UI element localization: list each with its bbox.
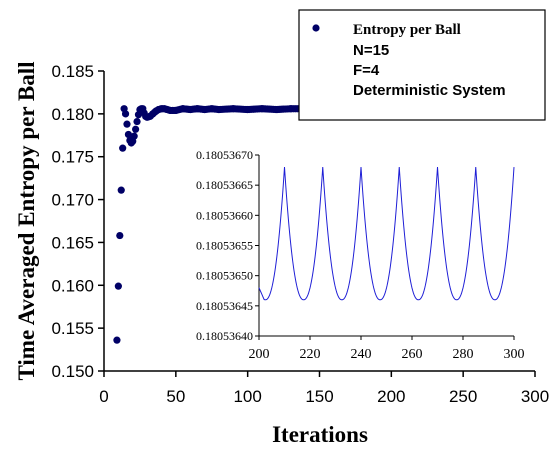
main-data-point [119, 144, 127, 152]
main-y-tick-label: 0.180 [51, 105, 94, 124]
inset-series-line [258, 167, 515, 301]
legend-line-system: Deterministic System [353, 82, 506, 99]
main-y-tick-label: 0.185 [51, 62, 94, 81]
main-data-point [130, 132, 138, 140]
main-data-point [133, 117, 141, 126]
main-data-point [124, 130, 133, 139]
main-data-point [132, 125, 140, 133]
inset-y-ticks: 0.18053640 0.18053645 0.18053650 0.18053655… [196, 148, 259, 343]
legend-marker [312, 24, 320, 32]
inset-y-tick-label: 0.18053645 [196, 299, 253, 313]
main-x-axis-label: Iterations [272, 422, 368, 447]
main-y-axis-label: Time Averaged Entropy per Ball [14, 61, 39, 380]
main-y-tick-label: 0.160 [51, 276, 94, 295]
legend-entry-label: Entropy per Ball [353, 22, 461, 38]
main-data-point [114, 282, 122, 290]
inset-y-tick-label: 0.18053640 [196, 329, 253, 343]
inset-y-tick-label: 0.18053665 [196, 178, 253, 192]
main-y-tick-label: 0.165 [51, 233, 94, 252]
inset-y-tick-label: 0.18053660 [196, 208, 253, 222]
main-x-tick-label: 300 [521, 387, 549, 406]
main-data-point [113, 336, 121, 344]
main-y-tick-label: 0.155 [51, 319, 94, 338]
main-y-tick-label: 0.150 [51, 362, 94, 381]
inset-x-tick-label: 260 [402, 347, 423, 362]
inset-y-tick-label: 0.18053670 [196, 148, 253, 162]
main-x-tick-label: 0 [99, 387, 108, 406]
inset-x-tick-label: 300 [504, 347, 525, 362]
inset-x-tick-label: 200 [249, 347, 270, 362]
inset-x-tick-label: 280 [453, 347, 474, 362]
inset-x-tick-label: 240 [351, 347, 372, 362]
inset-y-tick-label: 0.18053650 [196, 269, 253, 283]
legend-line-n: N=15 [353, 42, 389, 59]
main-x-tick-label: 50 [166, 387, 185, 406]
main-data-point [121, 110, 130, 118]
main-x-ticks: 0 50 100 150 200 250 300 [99, 371, 549, 406]
legend: Entropy per Ball N=15 F=4 Deterministic … [298, 9, 546, 121]
legend-box [298, 9, 546, 121]
main-x-tick-label: 250 [449, 387, 477, 406]
inset-y-tick-label: 0.18053655 [196, 239, 253, 253]
main-y-tick-label: 0.170 [51, 191, 94, 210]
inset-chart: 200 220 240 260 280 300 0.180536400.180536450… [196, 148, 534, 362]
main-x-tick-label: 100 [233, 387, 261, 406]
main-x-tick-label: 150 [305, 387, 333, 406]
main-x-tick-label: 200 [377, 387, 405, 406]
main-data-point [123, 120, 131, 128]
main-y-tick-label: 0.175 [51, 148, 94, 167]
main-data-point [117, 186, 125, 194]
legend-line-f: F=4 [353, 62, 380, 79]
inset-x-ticks: 200 220 240 260 280 300 [249, 336, 525, 362]
main-y-ticks: 0.150 0.155 0.160 0.165 0.170 0.175 0.180 0.185 [51, 62, 104, 381]
main-data-point [116, 231, 124, 240]
inset-x-tick-label: 220 [300, 347, 321, 362]
